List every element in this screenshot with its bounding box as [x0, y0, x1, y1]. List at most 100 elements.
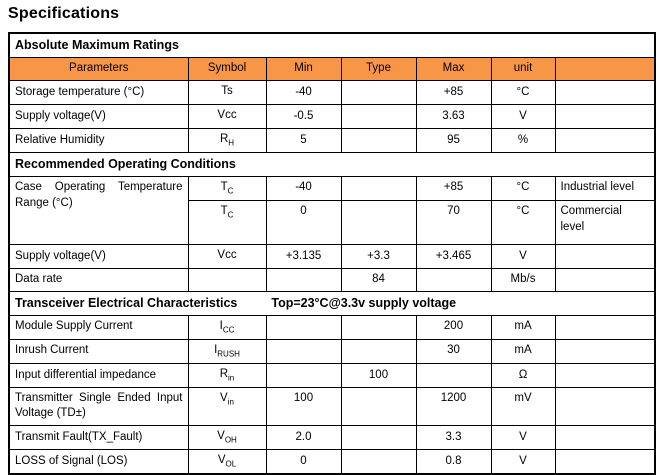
symbol-base: R	[219, 133, 229, 146]
max-cell: +85	[415, 79, 492, 105]
note-cell: Commercial level	[554, 200, 656, 246]
section-title-text: Transceiver Electrical Characteristics	[15, 295, 238, 310]
min-cell: 0	[265, 449, 342, 475]
param-cell: Relative Humidity	[8, 128, 189, 154]
param-cell: Supply voltage(V)	[8, 103, 189, 130]
table-row-supply-voltage-abs: Supply voltage(V) Vcc -0.5 3.63 V	[8, 103, 656, 130]
type-cell: 84	[340, 268, 417, 292]
table-row-storage-temperature: Storage temperature (°C) Ts -40 +85 °C	[8, 79, 656, 105]
section-header-absolute-maximum-ratings: Absolute Maximum Ratings	[8, 32, 656, 58]
min-cell: -0.5	[265, 103, 342, 130]
table-row-case-temp-industrial: Case Operating Temperature Range (°C) TC…	[8, 176, 656, 246]
note-cell	[554, 103, 656, 130]
table-row-relative-humidity: Relative Humidity RH 5 95 %	[8, 128, 656, 154]
page-title: Specifications	[8, 5, 120, 22]
type-cell	[340, 386, 417, 426]
symbol-base: I	[214, 343, 218, 356]
type-cell	[340, 79, 417, 105]
max-cell: 95	[415, 128, 492, 154]
param-cell: Transmitter Single Ended Input Voltage (…	[8, 386, 189, 426]
col-header-unit: unit	[490, 56, 556, 81]
param-cell: Supply voltage(V)	[8, 244, 189, 270]
note-cell: Industrial level	[554, 176, 656, 202]
note-cell	[554, 386, 656, 426]
symbol-cell: TC	[187, 176, 267, 202]
max-cell: 200	[415, 314, 492, 340]
note-cell	[554, 79, 656, 105]
col-header-parameters: Parameters	[8, 56, 189, 81]
symbol-sub: OH	[224, 435, 237, 445]
table-row-transmitter-input-voltage: Transmitter Single Ended Input Voltage (…	[8, 386, 656, 426]
unit-cell: V	[490, 244, 556, 270]
symbol-cell: RH	[187, 128, 267, 154]
max-cell: 1200	[415, 386, 492, 426]
type-cell: 100	[340, 362, 417, 388]
unit-cell: °C	[490, 200, 556, 246]
symbol-base: T	[220, 205, 228, 218]
max-cell: 30	[415, 338, 492, 364]
type-cell	[340, 314, 417, 340]
unit-cell: °C	[490, 176, 556, 202]
min-cell: -40	[265, 79, 342, 105]
type-cell	[340, 200, 417, 246]
table-row-loss-of-signal: LOSS of Signal (LOS) VOL 0 0.8 V	[8, 449, 656, 475]
col-header-type: Type	[340, 56, 417, 81]
min-cell	[265, 338, 342, 364]
symbol-base: Ts	[221, 84, 233, 97]
symbol-base: V	[220, 391, 228, 404]
symbol-cell: Vcc	[187, 244, 267, 270]
type-cell	[340, 103, 417, 130]
section-title: Recommended Operating Conditions	[8, 152, 656, 178]
col-header-symbol: Symbol	[187, 56, 267, 81]
symbol-cell: TC	[187, 200, 267, 246]
max-cell: 70	[415, 200, 492, 246]
unit-cell: mV	[490, 386, 556, 426]
max-cell	[415, 268, 492, 292]
column-header-row: Parameters Symbol Min Type Max unit	[8, 56, 656, 81]
param-cell: Data rate	[8, 268, 189, 292]
min-cell: 0	[265, 200, 342, 246]
symbol-sub: in	[228, 373, 235, 383]
min-cell: +3.135	[265, 244, 342, 270]
param-cell: LOSS of Signal (LOS)	[8, 449, 189, 475]
symbol-base: Vcc	[217, 108, 237, 121]
section-condition-note: Top=23°C@3.3v supply voltage	[271, 295, 457, 310]
param-cell: Storage temperature (°C)	[8, 79, 189, 105]
type-cell	[340, 449, 417, 475]
note-text: Commercial level	[560, 205, 622, 233]
symbol-cell: IRUSH	[187, 338, 267, 364]
symbol-sub: OL	[225, 459, 237, 469]
note-cell	[554, 362, 656, 388]
symbol-base: I	[219, 319, 223, 332]
symbol-base: Vcc	[217, 249, 237, 262]
symbol-sub: in	[227, 397, 234, 407]
symbol-sub: C	[227, 210, 234, 220]
note-cell	[554, 244, 656, 270]
specifications-page: Specifications Absolute Maximum Ratings …	[8, 5, 657, 475]
table-row-case-temp-commercial: TC 0 70 °C Commercial level	[9, 200, 656, 246]
symbol-cell	[187, 268, 267, 292]
min-cell: 100	[265, 386, 342, 426]
max-cell: 3.63	[415, 103, 492, 130]
min-cell: 5	[265, 128, 342, 154]
max-cell: +3.465	[415, 244, 492, 270]
col-header-max: Max	[415, 56, 492, 81]
note-cell	[554, 268, 656, 292]
note-cell	[554, 314, 656, 340]
symbol-cell: VOL	[187, 449, 267, 475]
type-cell	[340, 128, 417, 154]
min-cell: -40	[265, 176, 342, 202]
specifications-table: Absolute Maximum Ratings Parameters Symb…	[8, 32, 657, 475]
param-cell: Input differential impedance	[8, 362, 189, 388]
max-cell: +85	[415, 176, 492, 202]
col-header-min: Min	[265, 56, 342, 81]
table-row-supply-voltage-roc: Supply voltage(V) Vcc +3.135 +3.3 +3.465…	[8, 244, 656, 270]
max-cell	[415, 362, 492, 388]
unit-cell: V	[490, 103, 556, 130]
min-cell	[265, 362, 342, 388]
symbol-cell: Vin	[187, 386, 267, 426]
symbol-base: R	[219, 367, 229, 380]
col-header-extra	[554, 56, 656, 81]
section-title: Absolute Maximum Ratings	[8, 32, 656, 58]
symbol-sub: H	[228, 138, 235, 148]
